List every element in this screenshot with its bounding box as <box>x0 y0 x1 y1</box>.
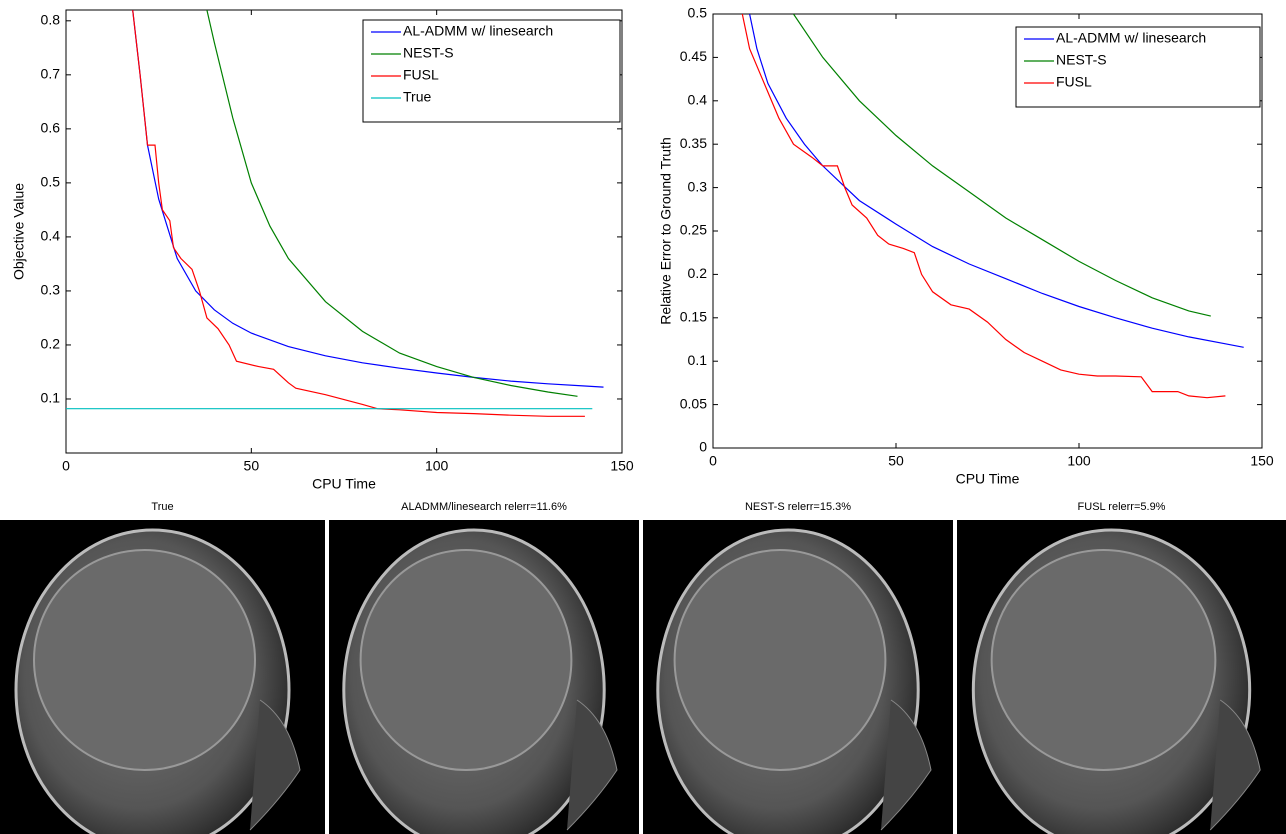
legend-label: AL-ADMM w/ linesearch <box>1056 30 1206 46</box>
legend-label: FUSL <box>1056 74 1092 90</box>
y-axis-label: Relative Error to Ground Truth <box>658 137 674 325</box>
legend-box <box>1015 26 1261 108</box>
line <box>741 14 1226 399</box>
brain-shape <box>33 549 256 771</box>
y-tick-label: 0 <box>699 439 707 455</box>
y-tick-label: 0.2 <box>41 336 61 352</box>
x-tick-label: 150 <box>1250 453 1274 469</box>
legend-label: True <box>403 89 431 105</box>
face-profile <box>566 699 618 831</box>
x-tick-label: 0 <box>709 453 717 469</box>
y-tick-label: 0.1 <box>41 390 61 406</box>
y-tick-label: 0.5 <box>41 174 61 190</box>
image-caption: FUSL relerr=5.9% <box>1078 501 1166 513</box>
line <box>206 10 578 397</box>
line <box>132 10 604 388</box>
y-tick-label: 0.35 <box>680 135 707 151</box>
x-tick-label: 100 <box>425 458 449 474</box>
brain-shape <box>359 549 573 771</box>
lines <box>66 10 604 417</box>
x-axis-label: CPU Time <box>312 476 376 492</box>
image-row: True ALADMM/linesearch relerr=11.6% NEST-S… <box>0 501 1286 834</box>
image-caption: True <box>151 501 173 513</box>
y-tick-label: 0.1 <box>688 352 708 368</box>
y-tick-label: 0.05 <box>680 395 707 411</box>
lines <box>741 14 1244 399</box>
y-tick-label: 0.7 <box>41 66 61 82</box>
face-profile <box>880 699 932 831</box>
y-tick-label: 0.8 <box>41 12 61 28</box>
y-tick-label: 0.2 <box>688 265 708 281</box>
image-caption: NEST-S relerr=15.3% <box>745 501 851 513</box>
brain-shape <box>990 549 1217 771</box>
y-axis-label: Objective Value <box>11 183 27 280</box>
y-tick-label: 0.3 <box>688 178 708 194</box>
chart: 0.1 0.2 0.3 0.4 0.5 0.6 0.7 0.8 0 50 100 150 CPU Tim… <box>11 9 634 492</box>
x-tick-label: 150 <box>610 458 634 474</box>
y-tick-label: 0.25 <box>680 222 707 238</box>
x-tick-label: 0 <box>62 458 70 474</box>
face-profile <box>249 699 301 831</box>
x-axis-label: CPU Time <box>956 471 1020 487</box>
face-profile <box>1209 699 1261 831</box>
legend-box <box>362 19 621 123</box>
legend-label: NEST-S <box>1056 52 1107 68</box>
legend-label: FUSL <box>403 67 439 83</box>
y-tick-label: 0.4 <box>688 92 708 108</box>
y-tick-label: 0.15 <box>680 309 707 325</box>
x-tick-label: 50 <box>888 453 904 469</box>
line <box>749 14 1244 348</box>
y-tick-label: 0.5 <box>688 5 708 21</box>
legend-label: AL-ADMM w/ linesearch <box>403 23 553 39</box>
y-tick-label: 0.45 <box>680 48 707 64</box>
image-caption: ALADMM/linesearch relerr=11.6% <box>401 501 567 513</box>
line <box>132 10 585 417</box>
x-tick-label: 100 <box>1067 453 1091 469</box>
line <box>793 14 1211 317</box>
x-tick-label: 50 <box>244 458 260 474</box>
legend-label: NEST-S <box>403 45 454 61</box>
y-tick-label: 0.3 <box>41 282 61 298</box>
chart: 0 0.05 0.1 0.15 0.2 0.25 0.3 0.35 0.4 0.45 0.5 0 50 1… <box>658 5 1274 487</box>
brain-shape <box>673 549 887 771</box>
y-tick-label: 0.6 <box>41 120 61 136</box>
y-tick-label: 0.4 <box>41 228 61 244</box>
